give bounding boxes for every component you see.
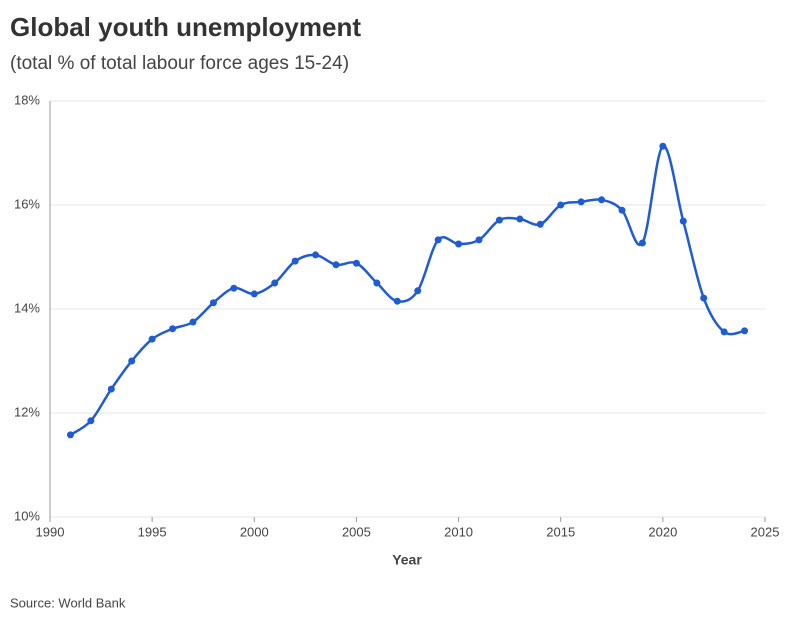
point [291, 257, 299, 265]
point [659, 142, 667, 150]
chart-title: Global youth unemployment [10, 12, 361, 42]
point [189, 318, 197, 326]
x-tick-label: 2025 [751, 524, 780, 539]
point [169, 325, 177, 333]
line [69, 144, 745, 436]
point [598, 196, 606, 204]
x-tick-label: 2000 [240, 524, 269, 539]
point [66, 431, 74, 439]
point [536, 220, 544, 228]
point [638, 239, 646, 247]
point [373, 279, 381, 287]
y-tick-label: 16% [14, 196, 40, 211]
y-tick-label: 14% [14, 300, 40, 315]
x-tick-label: 1995 [138, 524, 167, 539]
point [455, 240, 463, 248]
point [700, 294, 708, 302]
point [230, 284, 238, 292]
point [393, 297, 401, 305]
point [741, 327, 749, 335]
x-tick-label: 2005 [342, 524, 371, 539]
point [87, 417, 95, 425]
point [148, 335, 156, 343]
x-axis-label: Year [392, 552, 422, 568]
point [434, 236, 442, 244]
point [679, 217, 687, 225]
point [209, 299, 217, 307]
point [107, 385, 115, 393]
x-tick-label: 2010 [444, 524, 473, 539]
point [271, 279, 279, 287]
point [414, 287, 422, 295]
x-tick-label: 1990 [36, 524, 65, 539]
point [312, 251, 320, 259]
point [332, 261, 340, 269]
point [720, 328, 728, 336]
y-tick-label: 12% [14, 404, 40, 419]
point [250, 290, 258, 298]
point [618, 206, 626, 214]
point [516, 215, 524, 223]
point [475, 236, 483, 244]
y-tick-label: 18% [14, 92, 40, 107]
chart-subtitle: (total % of total labour force ages 15-2… [10, 53, 349, 74]
point [557, 201, 565, 209]
point [577, 198, 585, 206]
source: Source: World Bank [10, 595, 126, 610]
x-tick-label: 2020 [648, 524, 677, 539]
x-tick-label: 2015 [546, 524, 575, 539]
point [495, 216, 503, 224]
point [352, 259, 360, 267]
point [128, 357, 136, 365]
y-tick-label: 10% [14, 508, 40, 523]
